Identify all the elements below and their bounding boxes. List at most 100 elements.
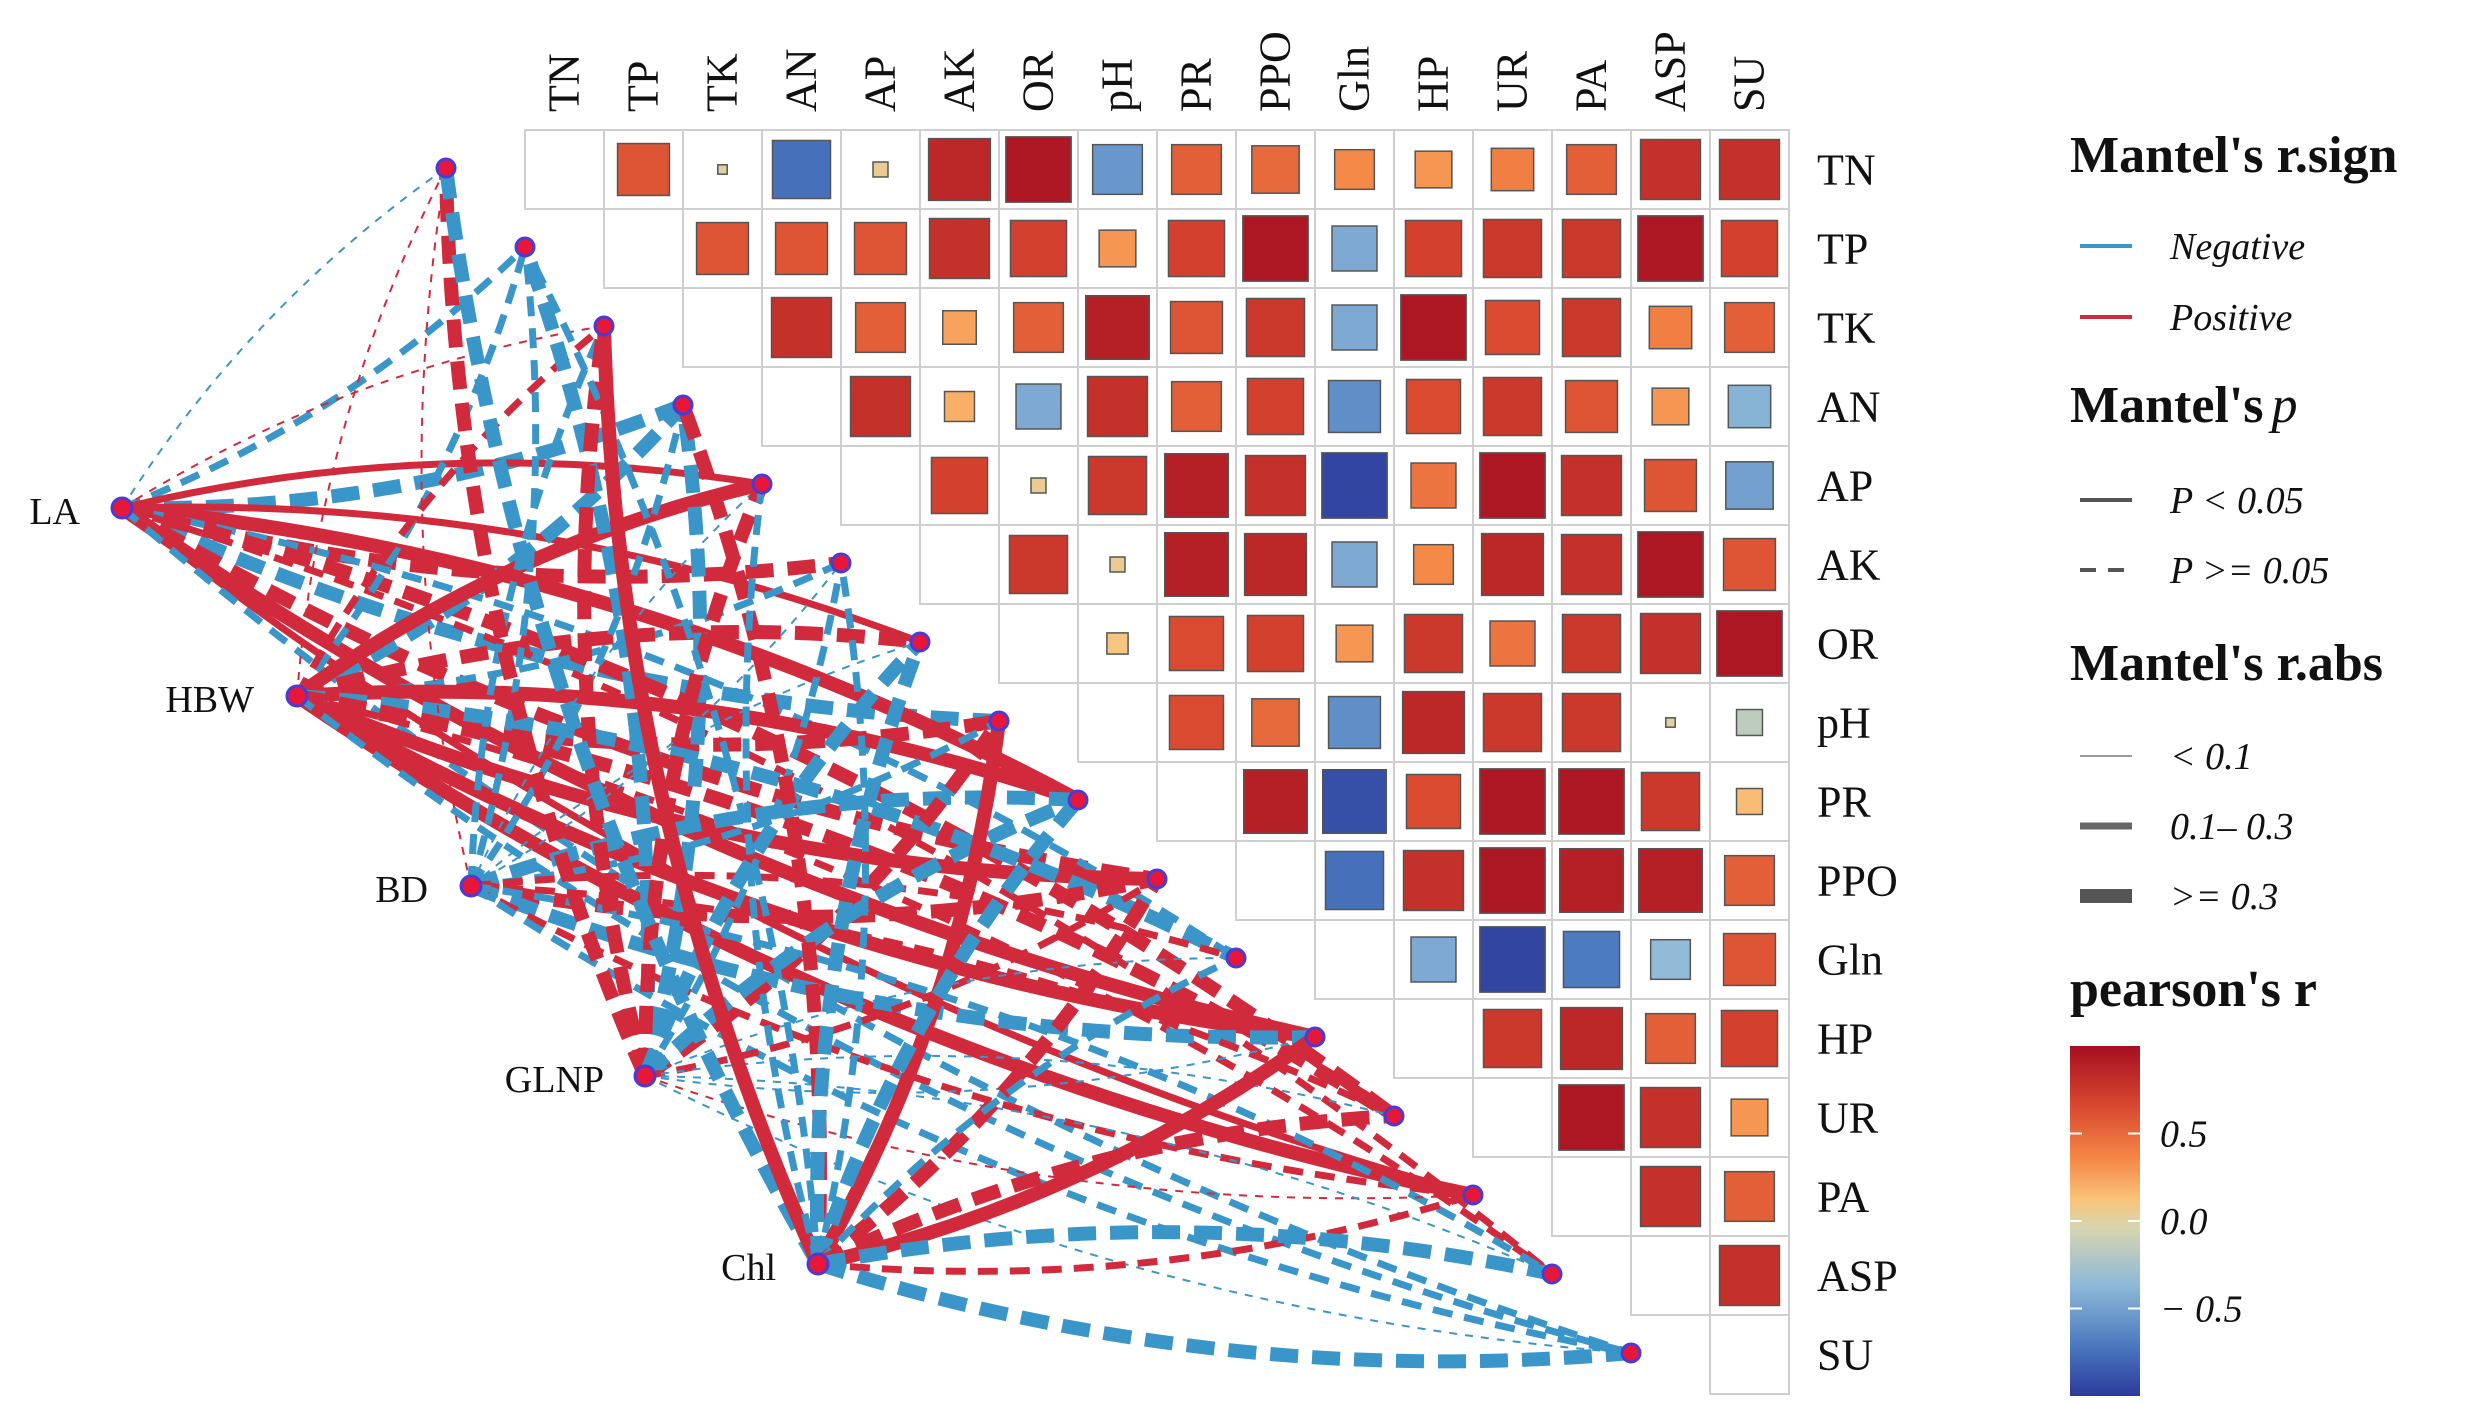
row-label-an: AN [1817, 383, 1881, 432]
link-bd-tp [467, 246, 540, 887]
corr-square-gln-pa [1562, 930, 1621, 989]
corr-square-ph-hp [1401, 690, 1466, 755]
grid-cell [1393, 998, 1474, 1079]
link-glnp-tk [577, 325, 652, 1078]
corr-square-ak-su [1722, 537, 1777, 592]
anchor-point-or [909, 631, 931, 653]
link-bd-ak [470, 562, 842, 887]
row-label-ppo: PPO [1817, 857, 1898, 906]
link-chl-hp [816, 1031, 1320, 1271]
corr-square-tp-ur [1482, 218, 1543, 279]
link-bd-hp [468, 879, 1316, 1045]
link-chl-ph [811, 720, 1006, 1268]
corr-square-tn-ap [872, 161, 889, 178]
corr-square-ppo-pa [1558, 847, 1625, 914]
corr-square-or-hp [1403, 613, 1464, 674]
link-glnp-ppo [644, 876, 1159, 1080]
corr-square-an-gln [1327, 379, 1382, 434]
corr-square-ph-gln [1327, 695, 1382, 750]
corr-square-tp-hp [1404, 219, 1463, 278]
corr-square-ppo-asp [1637, 847, 1704, 914]
corr-square-tp-ppo [1242, 215, 1309, 282]
corr-square-ak-ur [1480, 532, 1545, 597]
legend-positive-label: Positive [2169, 297, 2293, 339]
link-bd-ap [470, 483, 763, 887]
corr-square-ap-ph [1087, 455, 1148, 516]
corr-square-hp-su [1720, 1009, 1779, 1068]
link-la-tn [121, 167, 447, 509]
colorbar-tick-label: 0.5 [2160, 1114, 2208, 1156]
corr-square-ak-pr [1163, 531, 1230, 598]
corr-square-an-ppo [1246, 377, 1305, 436]
anchor-point-ph [988, 710, 1010, 732]
corr-square-tn-pr [1170, 143, 1223, 196]
link-chl-tn [439, 167, 825, 1268]
corr-square-or-ur [1489, 620, 1536, 667]
corr-square-tn-asp [1639, 138, 1702, 201]
link-hbw-asp [296, 692, 1555, 1277]
corr-square-tp-pa [1561, 218, 1622, 279]
corr-square-an-ur [1482, 376, 1543, 437]
correlation-heatmap [524, 129, 1790, 1395]
link-la-gln [121, 504, 1238, 961]
corr-square-ppo-gln [1324, 850, 1385, 911]
anchor-point-ur [1383, 1105, 1405, 1127]
corr-square-ak-or [1008, 534, 1069, 595]
mantel-node-la [110, 496, 134, 520]
corr-square-pr-pa [1558, 768, 1625, 835]
corr-square-ur-pa [1558, 1084, 1625, 1151]
corr-square-ap-pr [1163, 452, 1230, 519]
corr-square-tp-tk [695, 221, 750, 276]
corr-square-an-ak [943, 390, 976, 423]
link-hbw-ppo [294, 689, 1158, 886]
grid-cell [682, 287, 763, 368]
grid-cell [1709, 1314, 1790, 1395]
col-label-ak: AK [935, 48, 984, 112]
corr-square-ur-su [1730, 1098, 1769, 1137]
corr-square-tp-an [774, 221, 829, 276]
grid-cell [603, 208, 684, 289]
corr-square-pr-su [1735, 787, 1764, 816]
mantel-links [117, 167, 1633, 1369]
corr-square-ppo-hp [1402, 849, 1465, 912]
corr-square-tk-pa [1561, 297, 1622, 358]
corr-square-hp-pa [1559, 1006, 1624, 1071]
row-label-hp: HP [1817, 1015, 1873, 1064]
corr-square-an-pa [1564, 379, 1619, 434]
row-label-tn: TN [1817, 146, 1876, 195]
corr-square-tk-ap [854, 301, 907, 354]
link-bd-su [469, 883, 1632, 1357]
col-label-pr: PR [1172, 58, 1221, 112]
corr-square-tp-gln [1331, 225, 1378, 272]
link-bd-tn [420, 167, 472, 887]
column-labels: TN TP TK AN AP AK OR pH PR PPO Gln HP UR PA ASP SU [540, 31, 1774, 112]
anchor-point-ap [751, 473, 773, 495]
link-chl-ap [742, 483, 822, 1265]
corr-square-tk-asp [1648, 305, 1693, 350]
row-label-tp: TP [1817, 225, 1868, 274]
corr-square-hp-ur [1482, 1008, 1543, 1069]
col-label-or: OR [1014, 50, 1063, 112]
link-hbw-tn [296, 167, 447, 697]
row-label-ph: pH [1817, 699, 1871, 748]
mantel-nodes: LA HBW BD GLNP Chl [29, 157, 1642, 1364]
corr-square-tp-pr [1167, 219, 1226, 278]
col-label-su: SU [1725, 56, 1774, 112]
colorbar-ticks: 0.5 0.0 − 0.5 [2070, 1114, 2243, 1331]
anchor-point-su [1620, 1342, 1642, 1364]
colorbar-tick-label: − 0.5 [2160, 1289, 2243, 1331]
corr-square-ap-or [1030, 477, 1047, 494]
corr-square-tn-or [1005, 136, 1072, 203]
corr-square-tp-or [1009, 219, 1068, 278]
corr-square-pr-asp [1640, 771, 1701, 832]
grid-cell [1551, 1156, 1632, 1237]
anchor-point-pa [1462, 1184, 1484, 1206]
anchor-point-tp [514, 236, 536, 258]
corr-square-an-or [1015, 383, 1062, 430]
anchor-point-gln [1225, 947, 1247, 969]
anchor-point-pr [1067, 789, 1089, 811]
link-bd-gln [470, 871, 1238, 962]
corr-square-tn-an [771, 139, 832, 200]
link-hbw-tk [293, 323, 607, 698]
grid-cell [1472, 1077, 1553, 1158]
